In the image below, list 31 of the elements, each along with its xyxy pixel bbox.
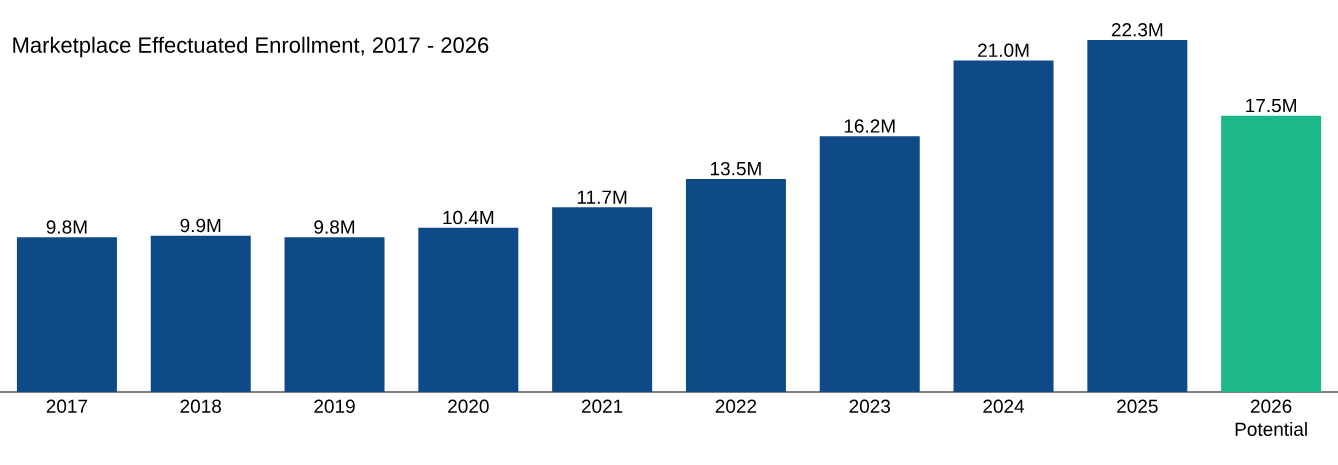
data-label: 22.3M [1111,23,1163,37]
x-tick-label: 2026 Potential [1235,399,1307,436]
bar [953,60,1054,392]
x-tick-label: 2019 [314,399,355,413]
data-label: 13.5M [710,161,761,176]
x-tick-label: 2025 [1117,399,1158,413]
bar [150,235,251,392]
x-tick-label: 2018 [180,399,222,413]
bar [1221,115,1322,392]
bar [685,178,786,392]
bar [552,207,653,392]
x-tick-label: 2022 [715,399,757,413]
x-tick-label: 2024 [983,399,1025,413]
x-tick-label: 2017 [46,399,88,413]
bar [284,237,385,392]
data-label: 9.8M [314,220,355,234]
bar [418,227,519,392]
bar [16,237,117,392]
data-label: 17.5M [1246,98,1296,113]
data-label: 10.4M [443,210,494,225]
chart-title: Marketplace Effectuated Enrollment, 2017 - 2026 [13,36,489,58]
data-label: 9.9M [180,218,221,233]
bar [819,136,920,392]
data-label: 9.8M [46,220,87,234]
bar [1087,39,1188,392]
data-label: 11.7M [577,190,627,204]
x-tick-label: 2020 [448,399,489,413]
x-tick-label: 2023 [849,399,891,413]
data-label: 21.0M [978,43,1029,57]
x-tick-label: 2021 [581,399,623,413]
data-label: 16.2M [844,119,895,133]
